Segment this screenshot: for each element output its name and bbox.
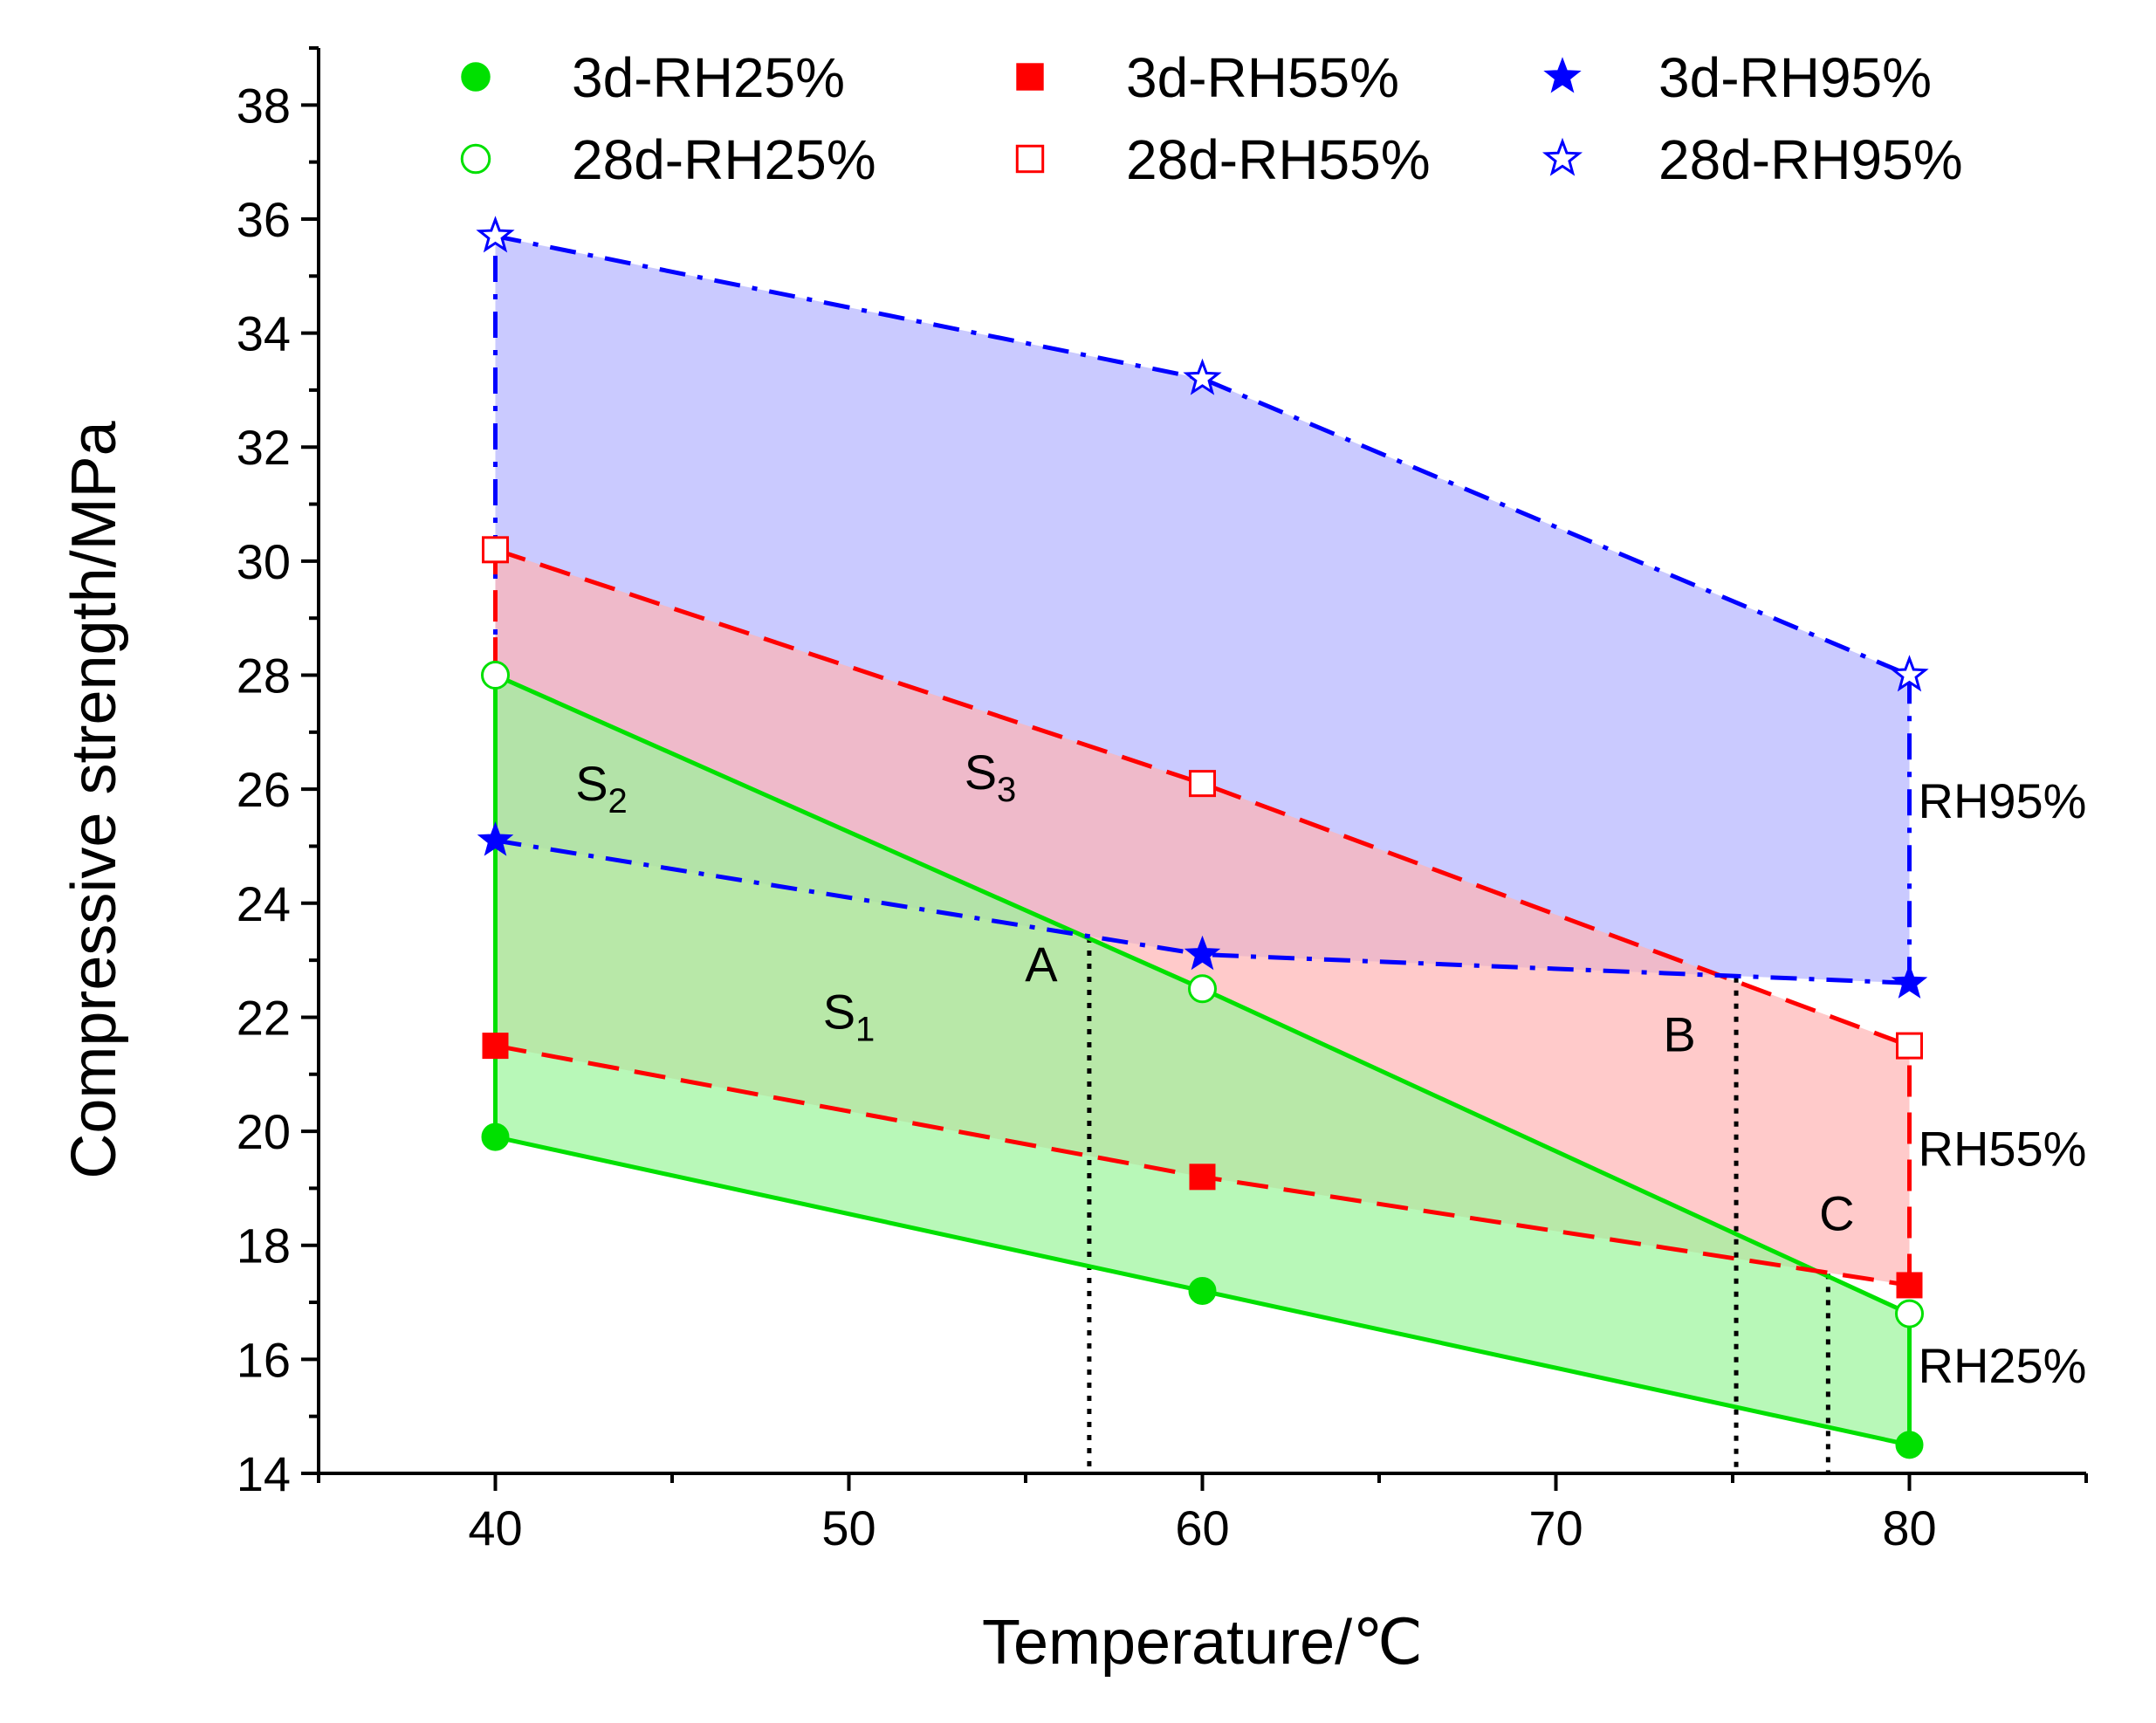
y-tick-label-20: 20 bbox=[237, 1104, 291, 1159]
point-3d-rh55-40 bbox=[482, 1033, 509, 1060]
dropline-layer bbox=[1087, 937, 1830, 1473]
point-28d-rh25-80 bbox=[1895, 1299, 1924, 1328]
point-3d-rh55-80 bbox=[1896, 1272, 1923, 1299]
point-3d-rh95-80 bbox=[1891, 964, 1928, 999]
x-tick-label-60: 60 bbox=[1175, 1500, 1229, 1555]
legend-label-28d-rh25: 28d-RH25% bbox=[572, 128, 876, 191]
point-28d-rh95-40 bbox=[476, 216, 515, 253]
bands-layer bbox=[495, 236, 1910, 1445]
legend-label-3d-rh25: 3d-RH25% bbox=[572, 46, 845, 109]
markers-layer bbox=[476, 216, 1929, 1459]
point-3d-rh25-40 bbox=[481, 1122, 510, 1151]
band-label-rh55: RH55% bbox=[1919, 1122, 2087, 1177]
y-tick-label-22: 22 bbox=[237, 990, 291, 1045]
legend-marker-3d-rh95 bbox=[1543, 57, 1582, 93]
intersection-label-b: B bbox=[1663, 1007, 1695, 1062]
point-28d-rh55-40 bbox=[482, 536, 509, 564]
point-28d-rh25-60 bbox=[1188, 974, 1217, 1004]
labels-layer: 14 16 18 20 22 24 26 28 30 32 34 36 38 40 50 60 70 80 Temp… bbox=[59, 78, 2086, 1678]
point-3d-rh25-80 bbox=[1895, 1431, 1924, 1459]
band-label-rh95: RH95% bbox=[1919, 773, 2087, 828]
point-28d-rh95-80 bbox=[1890, 655, 1929, 692]
y-tick-label-30: 30 bbox=[237, 534, 291, 589]
legend-label-3d-rh95: 3d-RH95% bbox=[1658, 46, 1932, 109]
y-tick-label-38: 38 bbox=[237, 78, 291, 133]
y-tick-label-18: 18 bbox=[237, 1218, 291, 1273]
band-rh25 bbox=[495, 675, 1910, 1445]
y-tick-label-24: 24 bbox=[237, 876, 291, 931]
legend: 3d-RH25% 28d-RH25% 3d-RH55% 28d-RH55% 3d-RH9… bbox=[460, 46, 1963, 191]
intersection-label-a: A bbox=[1025, 937, 1058, 992]
point-3d-rh95-40 bbox=[477, 821, 514, 856]
series-line-3d-rh95 bbox=[495, 838, 1910, 985]
region-label-s2: S2 bbox=[575, 756, 628, 820]
point-28d-rh25-40 bbox=[481, 661, 510, 690]
legend-label-3d-rh55: 3d-RH55% bbox=[1126, 46, 1399, 109]
x-tick-label-40: 40 bbox=[468, 1500, 522, 1555]
y-tick-label-14: 14 bbox=[237, 1446, 291, 1501]
point-28d-rh55-60 bbox=[1189, 770, 1216, 798]
lines-layer bbox=[493, 234, 1912, 1447]
point-3d-rh95-60 bbox=[1184, 935, 1221, 971]
legend-marker-28d-rh25 bbox=[460, 143, 491, 175]
series-line-28d-rh55 bbox=[494, 547, 1911, 1048]
y-tick-label-28: 28 bbox=[237, 649, 291, 704]
intersection-label-c: C bbox=[1819, 1185, 1854, 1240]
legend-marker-28d-rh55 bbox=[1015, 144, 1045, 174]
y-tick-label-16: 16 bbox=[237, 1332, 291, 1387]
point-28d-rh95-60 bbox=[1183, 358, 1222, 395]
legend-marker-3d-rh25 bbox=[461, 62, 491, 92]
x-tick-label-80: 80 bbox=[1882, 1500, 1936, 1555]
point-3d-rh55-60 bbox=[1189, 1164, 1216, 1191]
y-tick-label-32: 32 bbox=[237, 420, 291, 475]
legend-marker-3d-rh55 bbox=[1016, 63, 1044, 91]
y-axis-title: Compressive strength/MPa bbox=[59, 420, 129, 1178]
region-label-s3: S3 bbox=[965, 745, 1017, 809]
x-tick-label-50: 50 bbox=[821, 1500, 875, 1555]
point-28d-rh55-80 bbox=[1896, 1032, 1923, 1060]
y-tick-label-34: 34 bbox=[237, 306, 291, 361]
region-label-s1: S1 bbox=[823, 985, 875, 1049]
x-tick-label-70: 70 bbox=[1528, 1500, 1583, 1555]
y-tick-label-26: 26 bbox=[237, 762, 291, 817]
legend-label-28d-rh95: 28d-RH95% bbox=[1658, 128, 1963, 191]
band-label-rh25: RH25% bbox=[1919, 1338, 2087, 1393]
legend-marker-28d-rh95 bbox=[1541, 137, 1583, 176]
point-3d-rh25-60 bbox=[1188, 1276, 1217, 1305]
series-line-28d-rh95 bbox=[495, 234, 1911, 677]
y-tick-label-36: 36 bbox=[237, 192, 291, 247]
x-axis-title: Temperature/℃ bbox=[982, 1608, 1423, 1678]
axes-layer bbox=[301, 46, 2088, 1491]
legend-label-28d-rh55: 28d-RH55% bbox=[1126, 128, 1431, 191]
